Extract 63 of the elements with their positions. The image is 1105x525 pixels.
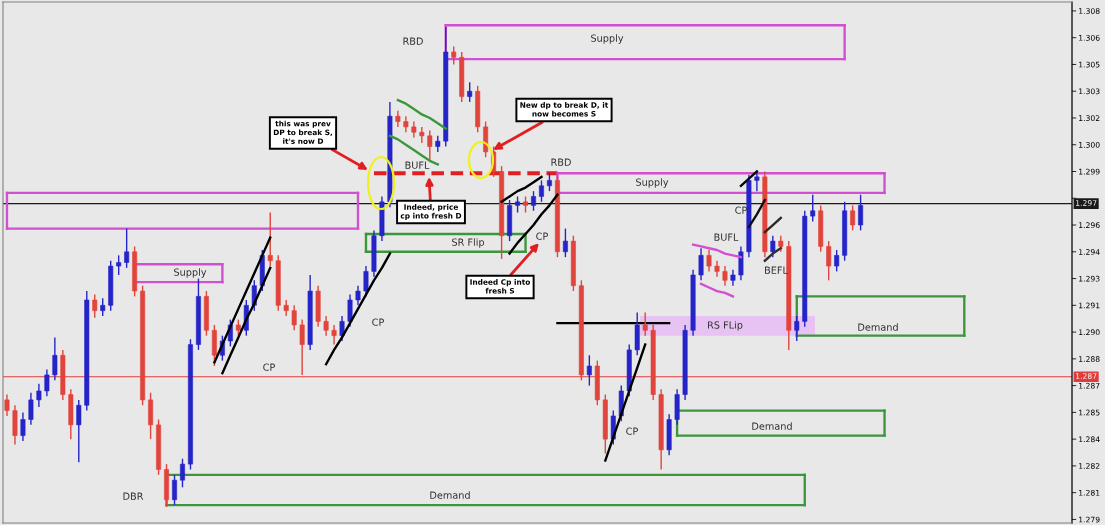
candlestick	[531, 190, 536, 212]
candlestick	[850, 204, 856, 232]
annotation: CP	[263, 363, 275, 371]
annotation: Supply	[174, 268, 207, 278]
candlestick	[586, 354, 592, 387]
band-label: RS FLip	[708, 321, 743, 331]
annotation: Demand	[858, 323, 898, 331]
annotation: SR Flip	[452, 238, 485, 248]
annotation: RBD	[551, 158, 571, 166]
annotation: BUFL	[405, 161, 430, 169]
candlestick	[180, 458, 185, 489]
candlestick	[754, 170, 760, 192]
candlestick	[722, 265, 728, 287]
candlestick	[698, 247, 704, 282]
line-series	[324, 252, 392, 366]
candlestick	[355, 285, 361, 307]
candlestick	[116, 254, 122, 276]
line-series	[396, 98, 447, 130]
candlestick	[738, 245, 744, 282]
annotation: RBD	[403, 37, 423, 45]
line-series	[500, 175, 543, 204]
candlestick	[395, 110, 401, 128]
line-series	[508, 193, 559, 255]
candlestick	[427, 129, 433, 162]
candlestick	[52, 336, 58, 381]
annotation: Supply	[636, 178, 669, 188]
candlestick	[834, 249, 840, 273]
annotation: DBR	[123, 492, 144, 500]
candlestick	[76, 399, 82, 464]
candlestick	[172, 474, 177, 506]
candlestick	[44, 368, 50, 398]
candlestick	[339, 315, 345, 342]
annotation: Demand	[430, 491, 470, 499]
candlestick	[467, 81, 473, 103]
candlestick	[291, 304, 297, 331]
candlestick	[770, 235, 776, 258]
line-series	[604, 343, 647, 462]
candlestick	[826, 240, 832, 282]
candlestick	[36, 383, 42, 408]
candlestick	[562, 227, 568, 258]
annotation: CP	[372, 318, 384, 326]
candlestick	[331, 324, 337, 346]
candlestick	[642, 311, 648, 337]
annotation: CP	[536, 232, 548, 240]
candlestick	[20, 411, 26, 442]
candlestick	[419, 126, 425, 144]
candlestick	[706, 249, 712, 273]
line-series	[699, 282, 735, 298]
candlestick	[858, 194, 864, 232]
candlestick	[92, 293, 98, 319]
annotation: Supply	[591, 34, 624, 44]
candlestick	[539, 179, 544, 203]
candlestick	[323, 315, 329, 337]
annotation: BUFL	[714, 233, 739, 241]
candlestick	[28, 392, 34, 426]
annotation: CP	[626, 427, 638, 435]
candlestick	[347, 293, 353, 328]
candlestick	[124, 227, 130, 269]
candlestick	[810, 194, 816, 223]
candlestick	[267, 211, 273, 267]
candlestick	[4, 393, 10, 417]
annotation: Demand	[752, 422, 792, 430]
line-series	[213, 236, 272, 364]
